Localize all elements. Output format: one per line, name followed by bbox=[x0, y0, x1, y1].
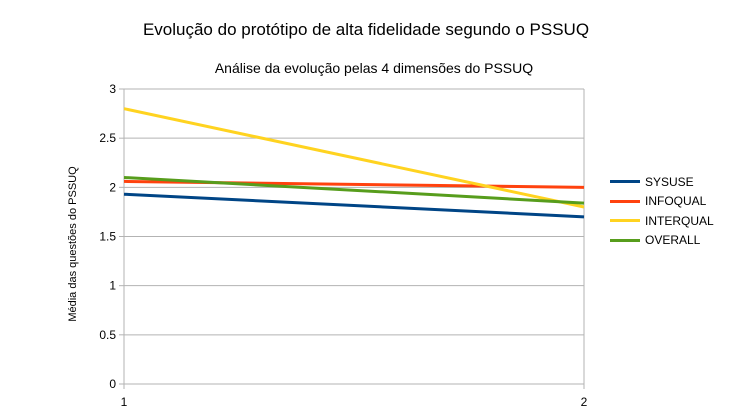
y-tick-label: 1.5 bbox=[99, 230, 116, 244]
legend-item-infoqual: INFOQUAL bbox=[610, 192, 714, 212]
chart-subtitle: Análise da evolução pelas 4 dimensões do… bbox=[214, 60, 534, 76]
legend-label: INFOQUAL bbox=[645, 194, 707, 209]
x-tick-label: 1 bbox=[121, 395, 128, 409]
x-tick-label: 2 bbox=[581, 395, 588, 409]
legend-swatch bbox=[610, 180, 640, 184]
legend: SYSUSE INFOQUAL INTERQUAL OVERALL bbox=[610, 172, 714, 250]
legend-swatch bbox=[610, 238, 640, 242]
series-line-overall bbox=[123, 176, 585, 205]
legend-label: OVERALL bbox=[645, 233, 701, 248]
legend-label: INTERQUAL bbox=[645, 213, 714, 228]
y-tick-label: 3 bbox=[109, 82, 116, 96]
legend-item-sysuse: SYSUSE bbox=[610, 172, 714, 192]
legend-item-overall: OVERALL bbox=[610, 231, 714, 251]
series-line-sysuse bbox=[123, 192, 585, 219]
y-tick-label: 2 bbox=[109, 180, 116, 194]
y-tick-label: 2.5 bbox=[99, 131, 116, 145]
legend-label: SYSUSE bbox=[645, 174, 694, 189]
legend-item-interqual: INTERQUAL bbox=[610, 211, 714, 231]
series-line-interqual bbox=[123, 107, 585, 209]
chart-title: Evolução do protótipo de alta fidelidade… bbox=[142, 20, 590, 39]
y-tick-label: 0 bbox=[109, 377, 116, 391]
legend-swatch bbox=[610, 219, 640, 223]
y-tick-label: 0.5 bbox=[99, 328, 116, 342]
legend-swatch bbox=[610, 199, 640, 203]
y-tick-label: 1 bbox=[109, 279, 116, 293]
